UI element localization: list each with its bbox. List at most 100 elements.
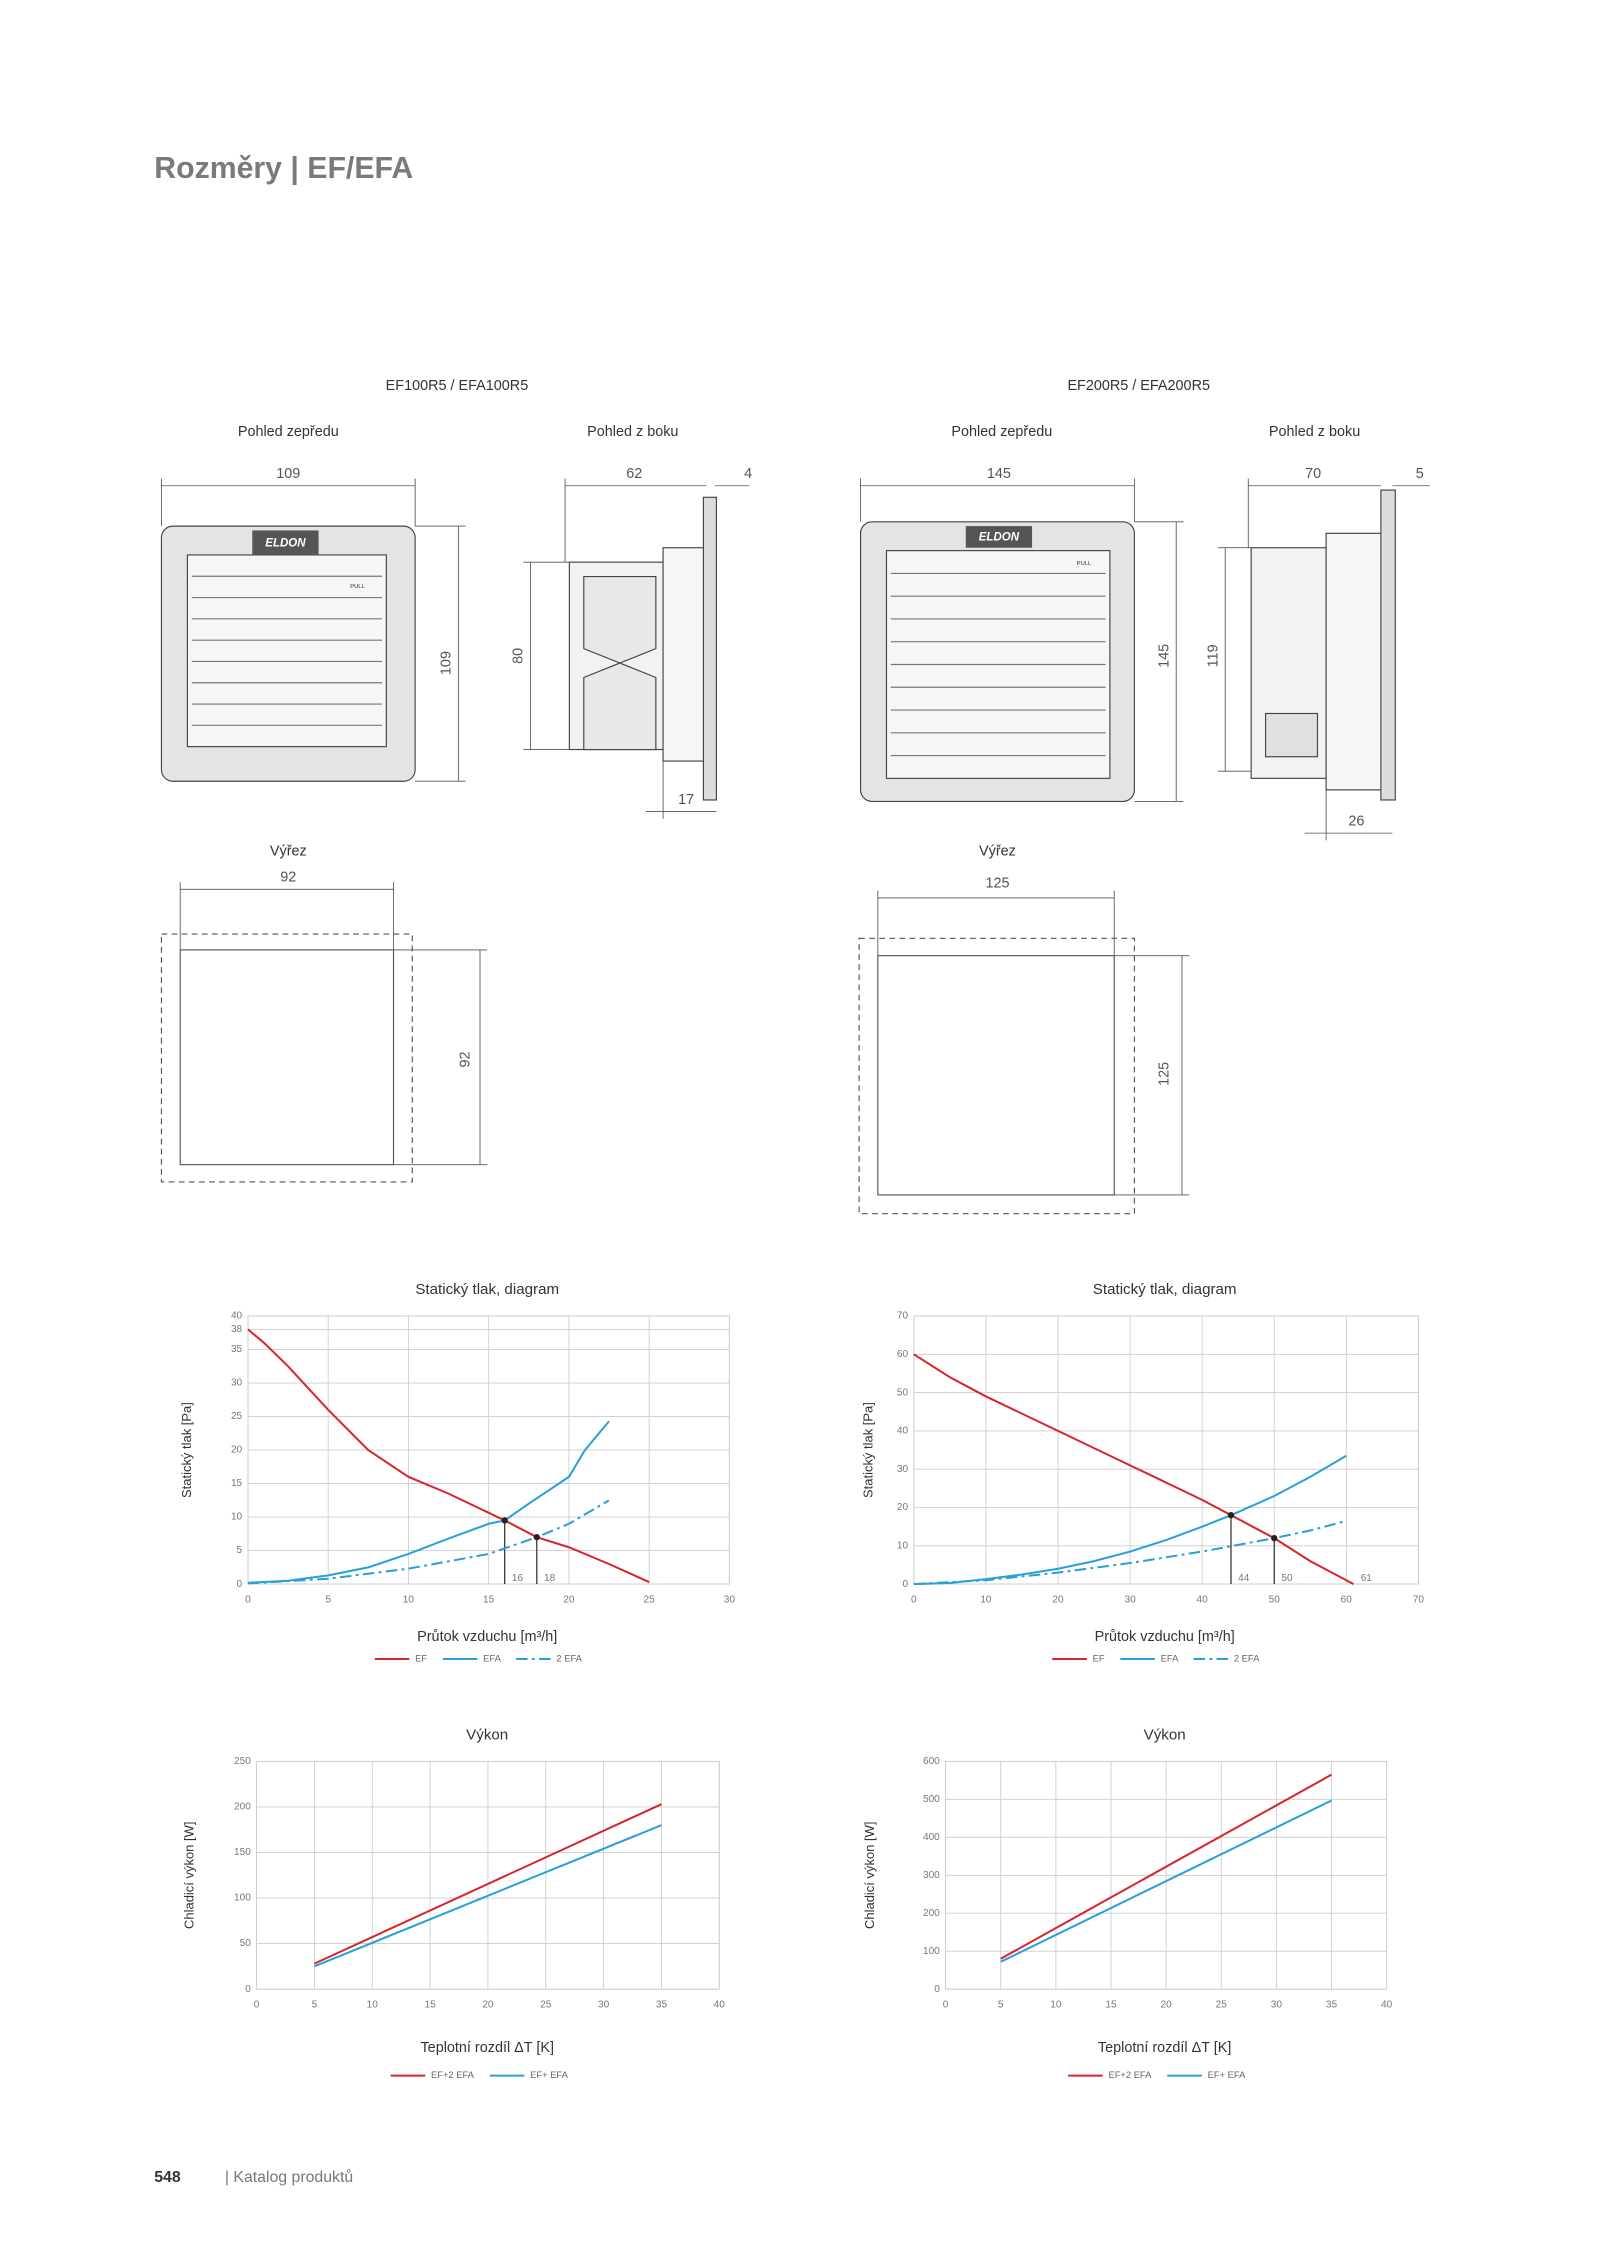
- dimension: 125: [985, 875, 1009, 891]
- y-tick-label: 0: [934, 1984, 940, 1995]
- side-view: [1218, 478, 1430, 841]
- y-tick-label: 100: [923, 1946, 940, 1957]
- pull-label: PULL: [1077, 561, 1091, 567]
- y-axis-label: Statický tlak [Pa]: [861, 1402, 876, 1498]
- x-tick-label: 25: [540, 2000, 552, 2011]
- y-tick-label: 200: [923, 1908, 940, 1919]
- y-tick-label: 50: [897, 1387, 909, 1398]
- x-tick-label: 10: [367, 2000, 379, 2011]
- y-tick-label: 500: [923, 1794, 940, 1805]
- x-tick-label: 0: [254, 2000, 260, 2011]
- dimension: 17: [678, 792, 694, 808]
- intersection-label: 61: [1361, 1573, 1373, 1584]
- intersection-label: 16: [512, 1573, 524, 1584]
- intersection-point: [1271, 1534, 1278, 1542]
- series-line: [1000, 1773, 1333, 1960]
- x-tick-label: 20: [482, 2000, 494, 2011]
- y-axis-label: Statický tlak [Pa]: [179, 1402, 194, 1498]
- y-tick-label: 400: [923, 1832, 940, 1843]
- side-view: [523, 478, 750, 819]
- series-line: [1000, 1799, 1332, 1963]
- x-tick-label: 0: [911, 1595, 917, 1606]
- legend-label: EF+ EFA: [1208, 2070, 1246, 2080]
- y-tick-label: 10: [231, 1512, 243, 1523]
- flange: [662, 547, 707, 762]
- louver-area: [186, 554, 387, 748]
- y-tick-label: 40: [897, 1426, 909, 1437]
- y-tick-label: 200: [234, 1802, 251, 1813]
- x-tick-label: 15: [483, 1595, 495, 1606]
- y-tick-label: 40: [231, 1311, 243, 1322]
- dimension: 80: [511, 648, 527, 664]
- legend-label: EF+2 EFA: [1108, 2070, 1152, 2080]
- legend-label: EF: [1093, 1654, 1105, 1664]
- dimension: 4: [744, 466, 752, 482]
- view-label: Pohled zepředu: [238, 424, 339, 440]
- mount-plate: [1380, 489, 1396, 801]
- y-axis-label: Chladicí výkon [W]: [182, 1822, 197, 1929]
- footer-text: | Katalog produktů: [225, 2168, 353, 2186]
- x-tick-label: 5: [998, 2000, 1004, 2011]
- y-tick-label: 30: [231, 1378, 243, 1389]
- intersection-label: 18: [544, 1573, 556, 1584]
- y-tick-label: 150: [234, 1847, 251, 1858]
- y-tick-label: 5: [237, 1545, 243, 1556]
- x-tick-label: 30: [1271, 2000, 1283, 2011]
- legend-label: 2 EFA: [1234, 1654, 1260, 1664]
- x-tick-label: 10: [1050, 2000, 1062, 2011]
- chart: Statický tlak, diagram Průtok vzduchu [m³…: [179, 1281, 736, 1663]
- pull-label: PULL: [350, 584, 364, 590]
- fan-blade: [583, 575, 657, 751]
- y-tick-label: 250: [234, 1756, 251, 1767]
- x-tick-label: 40: [1381, 2000, 1393, 2011]
- dimension: 92: [457, 1051, 473, 1067]
- x-tick-label: 10: [403, 1595, 415, 1606]
- x-tick-label: 30: [724, 1595, 736, 1606]
- x-tick-label: 20: [1161, 2000, 1173, 2011]
- x-tick-label: 5: [325, 1595, 331, 1606]
- front-view: ELDON PULL: [859, 478, 1184, 802]
- x-tick-label: 25: [644, 1595, 656, 1606]
- logo: ELDON: [979, 532, 1020, 544]
- chart-title: Výkon: [466, 1726, 508, 1743]
- series-line: [913, 1353, 1354, 1585]
- dimension: 62: [626, 466, 642, 482]
- dimension: 26: [1348, 813, 1364, 829]
- view-label: Pohled zepředu: [951, 424, 1052, 440]
- y-tick-label: 70: [897, 1311, 909, 1322]
- chart-title: Statický tlak, diagram: [1093, 1281, 1237, 1298]
- cutout-label: Výřez: [979, 844, 1016, 860]
- series-line: [913, 1454, 1347, 1586]
- series-line: [247, 1420, 610, 1584]
- terminal-block: [1264, 712, 1319, 758]
- x-tick-label: 0: [943, 2000, 949, 2011]
- legend-label: EF+2 EFA: [431, 2070, 475, 2080]
- dimension: 92: [280, 870, 296, 886]
- x-axis-label: Teplotní rozdíl ΔT [K]: [1098, 2040, 1231, 2056]
- y-tick-label: 300: [923, 1870, 940, 1881]
- charts: Statický tlak, diagram Průtok vzduchu [m³…: [179, 1281, 1425, 2080]
- y-tick-label: 10: [897, 1540, 909, 1551]
- intersection-point: [501, 1517, 508, 1524]
- dimension: 5: [1416, 466, 1424, 482]
- x-tick-label: 60: [1341, 1595, 1353, 1606]
- series-line: [314, 1824, 662, 1968]
- cutout-label: Výřez: [270, 844, 307, 860]
- y-tick-label: 600: [923, 1756, 940, 1767]
- chart: Statický tlak, diagram Průtok vzduchu [m³…: [861, 1281, 1425, 1663]
- logo: ELDON: [265, 537, 306, 549]
- y-axis-label: Chladicí výkon [W]: [862, 1822, 877, 1929]
- x-tick-label: 70: [1413, 1595, 1425, 1606]
- x-tick-label: 0: [245, 1595, 251, 1606]
- y-tick-label: 15: [231, 1478, 243, 1489]
- chart-title: Výkon: [1144, 1726, 1186, 1743]
- dimension: 145: [987, 466, 1011, 482]
- page-title: Rozměry | EF/EFA: [154, 152, 413, 185]
- y-tick-label: 0: [245, 1984, 251, 1995]
- view-label: Pohled z boku: [1269, 424, 1360, 440]
- x-tick-label: 35: [1326, 2000, 1338, 2011]
- y-tick-label: 20: [897, 1502, 909, 1513]
- cutout: [160, 882, 488, 1183]
- x-tick-label: 10: [980, 1595, 992, 1606]
